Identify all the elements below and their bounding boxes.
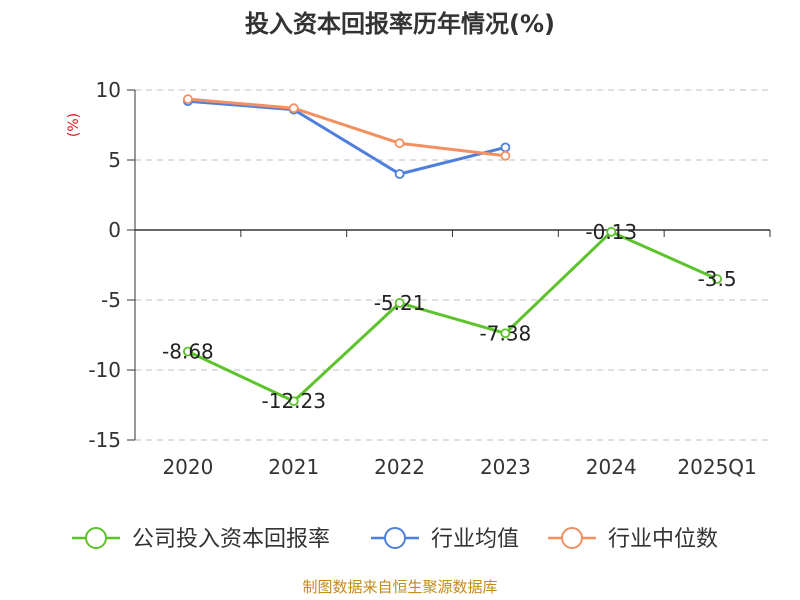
data-point <box>183 94 193 104</box>
data-label: -0.13 <box>585 220 637 244</box>
y-axis-label: (%) <box>66 113 82 137</box>
series-line <box>187 230 718 403</box>
data-point <box>183 346 193 357</box>
data-labels: -8.68 -12.23 -5.21 -7.38 -0.13 -3.5 <box>162 220 737 413</box>
y-tick-label: 5 <box>108 148 121 172</box>
legend-marker <box>85 527 107 549</box>
x-tick-label: 2022 <box>374 455 425 479</box>
series-line <box>187 99 506 176</box>
y-tick-label: -5 <box>101 288 121 312</box>
data-label: -5.21 <box>374 291 426 315</box>
series-group <box>183 94 722 407</box>
x-tick-label: 2021 <box>268 455 319 479</box>
y-tick-label: -10 <box>88 358 121 382</box>
x-tick-label: 2020 <box>162 455 213 479</box>
data-label: -3.5 <box>698 267 737 291</box>
y-tick-label: -15 <box>88 428 121 452</box>
data-point <box>394 169 405 179</box>
axes: 10 5 0 -5 -10 -15 2020 2021 2022 2023 2024 2025Q1 <box>88 78 771 479</box>
source-note: 制图数据来自恒生聚源数据库 <box>302 578 497 596</box>
grid-lines <box>135 89 770 441</box>
legend-label: 公司投入资本回报率 <box>132 527 330 552</box>
legend: 公司投入资本回报率 行业均值 行业中位数 <box>72 527 718 552</box>
series-line <box>187 97 506 158</box>
legend-marker <box>384 527 406 549</box>
legend-label: 行业均值 <box>431 527 519 552</box>
x-tick-label: 2024 <box>586 455 637 479</box>
data-point <box>606 226 617 237</box>
data-label: -12.23 <box>262 389 326 413</box>
data-label: -8.68 <box>162 340 214 364</box>
chart-title: 投入资本回报率历年情况(%) <box>245 10 555 38</box>
data-point <box>288 396 299 407</box>
x-tick-label: 2025Q1 <box>677 455 756 479</box>
data-point <box>288 103 299 114</box>
data-point <box>394 138 405 149</box>
legend-label: 行业中位数 <box>608 527 718 552</box>
data-point <box>712 274 722 284</box>
data-point <box>394 298 405 308</box>
data-label: -7.38 <box>480 321 532 345</box>
y-tick-label: 10 <box>96 78 121 102</box>
data-point <box>500 328 511 339</box>
x-tick-label: 2023 <box>480 455 531 479</box>
data-point <box>500 150 511 161</box>
data-point <box>500 142 511 153</box>
legend-marker <box>561 527 583 549</box>
y-tick-label: 0 <box>108 218 121 242</box>
